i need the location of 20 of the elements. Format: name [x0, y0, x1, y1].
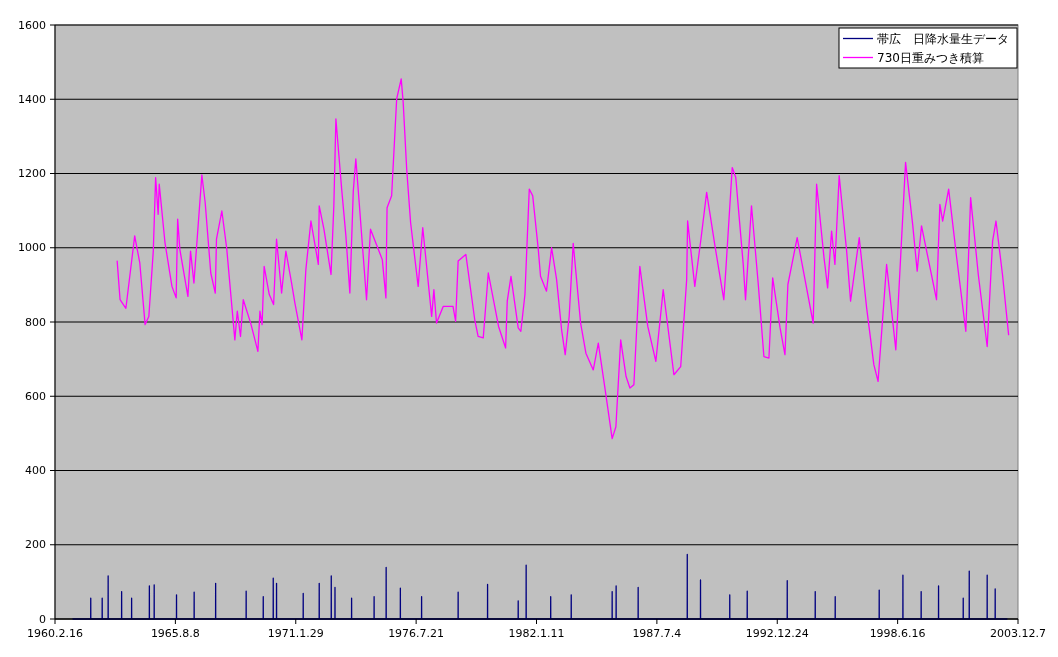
x-tick-label: 1998.6.16	[869, 627, 926, 640]
y-tick-label: 1400	[18, 92, 46, 106]
y-tick-label: 0	[39, 612, 46, 626]
legend-label: 帯広 日降水量生データ	[877, 31, 1009, 46]
y-tick-label: 200	[25, 538, 46, 552]
legend-label: 730日重みつき積算	[877, 50, 984, 65]
x-tick-label: 2003.12.7	[990, 627, 1046, 640]
x-tick-label: 1971.1.29	[267, 627, 324, 640]
x-tick-label: 1987.7.4	[632, 627, 682, 640]
x-tick-label: 1960.2.16	[27, 627, 83, 640]
y-tick-label: 800	[25, 315, 46, 329]
x-tick-label: 1976.7.21	[388, 627, 445, 640]
y-tick-label: 400	[25, 464, 46, 477]
y-tick-label: 1600	[18, 18, 46, 32]
y-tick-label: 1000	[18, 241, 46, 255]
y-tick-label: 1200	[18, 167, 46, 180]
x-tick-label: 1992.12.24	[745, 627, 809, 640]
x-tick-label: 1982.1.11	[508, 627, 565, 640]
x-tick-label: 1965.8.8	[150, 627, 200, 640]
y-tick-label: 600	[25, 389, 46, 403]
